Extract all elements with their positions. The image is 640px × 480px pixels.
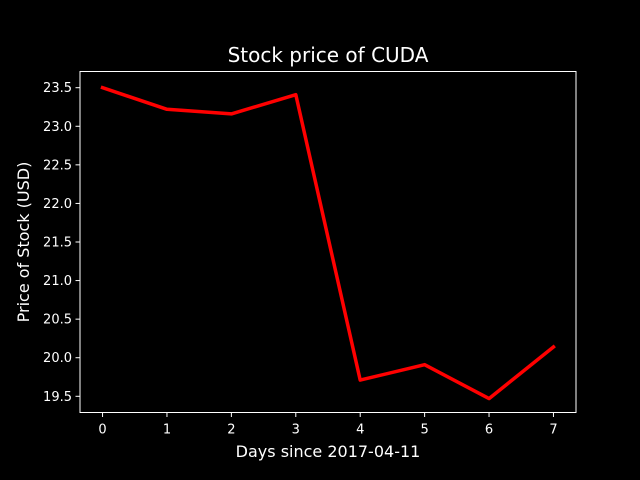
y-tick-label: 22.5 xyxy=(43,158,72,173)
y-tick-label: 20.5 xyxy=(43,313,72,328)
chart-title: Stock price of CUDA xyxy=(228,43,429,67)
series-layer xyxy=(100,85,556,401)
x-tick-label: 4 xyxy=(356,423,364,438)
x-axis: 0 1 2 3 4 5 6 7 xyxy=(98,412,558,438)
y-tick-label: 22.0 xyxy=(43,197,72,212)
x-tick-label: 2 xyxy=(227,423,235,438)
series-line xyxy=(100,85,556,401)
x-tick-label: 6 xyxy=(485,423,493,438)
y-axis: 19.5 20.0 20.5 21.0 21.5 22.0 22.5 23.0 23.5 xyxy=(43,81,80,405)
x-tick-label: 1 xyxy=(163,423,171,438)
y-tick-label: 21.5 xyxy=(43,236,72,251)
y-tick-label: 23.0 xyxy=(43,120,72,135)
x-tick-label: 5 xyxy=(420,423,428,438)
x-axis-label: Days since 2017-04-11 xyxy=(236,442,421,461)
y-axis-label: Price of Stock (USD) xyxy=(14,162,33,323)
plot-area: 0 1 2 3 4 5 6 7 19.5 20.0 20.5 21.0 21.5 22.0 22.5 23.… xyxy=(43,71,577,438)
y-tick-label: 19.5 xyxy=(43,390,72,405)
x-tick-label: 3 xyxy=(292,423,300,438)
y-tick-label: 21.0 xyxy=(43,274,72,289)
y-tick-label: 23.5 xyxy=(43,81,72,96)
y-tick-label: 20.0 xyxy=(43,351,72,366)
x-tick-label: 7 xyxy=(549,423,557,438)
x-tick-label: 0 xyxy=(98,423,106,438)
